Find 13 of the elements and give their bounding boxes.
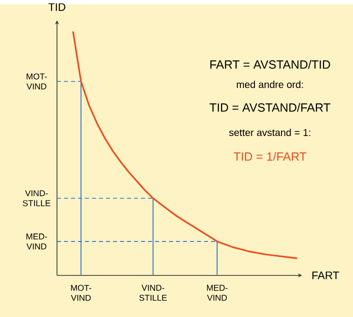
annotation: FART = AVSTAND/TID — [210, 60, 330, 69]
text: MOT-VIND — [26, 73, 47, 90]
x-axis-title: FART — [312, 271, 340, 279]
annotation: TID = 1/FART — [234, 152, 306, 161]
annotation: med andre ord: — [236, 80, 303, 88]
x-tick-label: MOT-VIND — [70, 284, 92, 301]
x-tick-label: VIND-STILLE — [139, 284, 167, 301]
text: VIND-STILLE — [22, 190, 50, 206]
x-tick-label: MED-VIND — [207, 284, 228, 300]
annotation: TID = AVSTAND/FART — [210, 102, 330, 112]
text: MED-VIND — [26, 233, 48, 250]
annotation: setter avstand = 1: — [229, 128, 310, 136]
y-axis-title: TID — [48, 3, 66, 11]
